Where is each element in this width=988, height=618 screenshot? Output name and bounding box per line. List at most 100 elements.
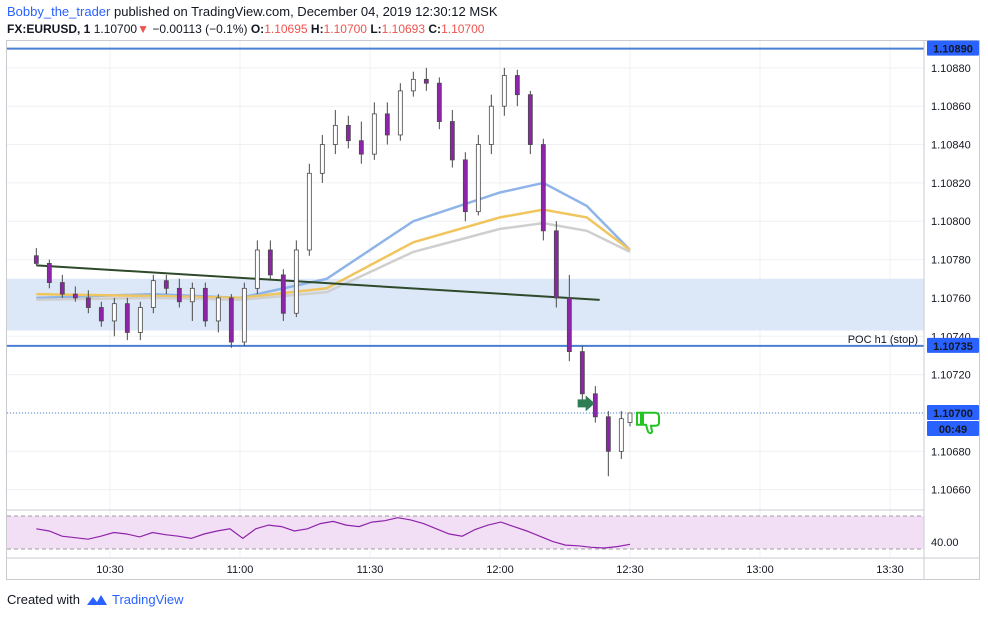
thumbs-down-icon — [636, 411, 660, 435]
time-tick-label: 13:30 — [876, 564, 904, 576]
moving-average-line — [36, 208, 631, 300]
candle-body — [98, 307, 104, 322]
last-price: 1.10700 — [93, 22, 138, 36]
price-tick-label: 1.10800 — [931, 216, 971, 228]
chart-frame — [6, 40, 980, 580]
open-label: O: — [250, 22, 265, 36]
candle-body — [319, 144, 325, 174]
rsi-level-label: 40.00 — [931, 537, 959, 549]
down-arrow-icon: ▼ — [137, 22, 149, 36]
time-tick-label: 11:00 — [227, 564, 254, 576]
candle-body — [345, 124, 351, 142]
candle-body — [605, 416, 611, 452]
candle-body — [85, 297, 91, 308]
candle-body — [592, 393, 598, 418]
candle-body — [618, 418, 624, 452]
author-link[interactable]: Bobby_the_trader — [7, 4, 111, 19]
price-tick-label: 1.10720 — [931, 370, 971, 382]
candle-body — [527, 94, 533, 145]
candle-body — [176, 287, 182, 303]
time-tick-label: 12:30 — [616, 564, 644, 576]
price-tick-label: 1.10820 — [931, 178, 971, 190]
candle-body — [202, 287, 208, 322]
candle-body — [280, 274, 286, 314]
candle-body — [332, 124, 338, 145]
candle-body — [163, 280, 169, 289]
tradingview-logo-icon — [86, 594, 107, 605]
candle-body — [540, 144, 546, 232]
candle-body — [501, 75, 507, 107]
price-tick-label: 1.10660 — [931, 485, 971, 497]
level-price-tag: 1.10890 — [933, 44, 973, 56]
candle-body — [436, 82, 442, 122]
footer: Created with TradingView — [7, 592, 184, 607]
time-tick-label: 13:00 — [746, 564, 774, 576]
publish-info: Bobby_the_trader published on TradingVie… — [7, 4, 497, 19]
price-tick-label: 1.10680 — [931, 446, 971, 458]
countdown-tag-bg — [927, 420, 979, 436]
current-price-tag-bg — [927, 404, 979, 420]
candle-body — [189, 287, 195, 303]
candle-body — [137, 307, 143, 333]
candle-body — [72, 293, 78, 299]
candle-body — [371, 113, 377, 155]
candle-body — [627, 412, 633, 423]
candle-body — [33, 255, 39, 264]
candle-body — [475, 144, 481, 213]
trendline — [36, 264, 600, 301]
candle-body — [488, 105, 494, 145]
candle-body — [358, 140, 364, 155]
level-annotation: POC h1 (stop) — [848, 334, 918, 346]
tradingview-brand[interactable]: TradingView — [111, 592, 184, 607]
current-price-tag: 1.10700 — [933, 408, 973, 420]
candle-body — [254, 249, 260, 289]
ohlc-legend: FX:EURUSD, 1 1.10700▼ −0.00113 (−0.1%) O… — [7, 22, 484, 36]
time-tick-label: 11:30 — [357, 564, 384, 576]
countdown-tag: 00:49 — [939, 424, 967, 436]
candle-body — [553, 230, 559, 299]
price-tick-label: 1.10760 — [931, 293, 971, 305]
candle-body — [397, 90, 403, 136]
candle-body — [150, 280, 156, 308]
candle-body — [449, 121, 455, 161]
candle-body — [462, 159, 468, 213]
low-label: L: — [370, 22, 382, 36]
candle-body — [566, 297, 572, 353]
candle-body — [579, 351, 585, 395]
high-label: H: — [310, 22, 324, 36]
candle-body — [228, 297, 234, 343]
level-price-tag: 1.10735 — [933, 341, 973, 353]
price-tick-label: 1.10840 — [931, 140, 971, 152]
candle-body — [267, 249, 273, 276]
support-zone — [7, 278, 924, 331]
candle-body — [423, 78, 429, 84]
price-tick-label: 1.10780 — [931, 255, 971, 267]
moving-average-line — [36, 221, 631, 302]
level-price-tag-bg — [927, 40, 979, 56]
candle-body — [124, 303, 130, 333]
time-tick-label: 12:00 — [486, 564, 514, 576]
rsi-line — [36, 517, 631, 549]
candle-body — [293, 249, 299, 314]
signal-arrow-icon — [577, 395, 595, 412]
high-value: 1.10700 — [323, 22, 367, 36]
open-value: 1.10695 — [264, 22, 308, 36]
candle-body — [410, 78, 416, 92]
publish-text: published on TradingView.com, December 0… — [113, 4, 498, 19]
candle-body — [514, 75, 520, 96]
close-label: C: — [428, 22, 442, 36]
candle-body — [241, 287, 247, 343]
candle-body — [215, 297, 221, 322]
created-with-text: Created with — [7, 592, 80, 607]
moving-average-line — [36, 181, 631, 300]
close-value: 1.10700 — [441, 22, 485, 36]
low-value: 1.10693 — [381, 22, 426, 36]
level-price-tag-bg — [927, 337, 979, 353]
candle-body — [59, 282, 65, 295]
candle-body — [111, 303, 117, 322]
price-tick-label: 1.10860 — [931, 101, 971, 113]
time-tick-label: 10:30 — [96, 564, 124, 576]
candle-body — [384, 113, 390, 136]
change-value: −0.00113 (−0.1%) — [152, 22, 248, 36]
